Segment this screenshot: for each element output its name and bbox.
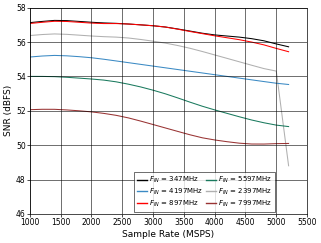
X-axis label: Sample Rate (MSPS): Sample Rate (MSPS): [122, 230, 214, 239]
Y-axis label: SNR (dBFS): SNR (dBFS): [4, 85, 13, 136]
Legend: $F_{IN}$ = 347MHz, $F_{IN}$ = 4197MHz, $F_{IN}$ = 897MHz, $F_{IN}$ = 5597MHz, $F: $F_{IN}$ = 347MHz, $F_{IN}$ = 4197MHz, $…: [134, 172, 275, 212]
